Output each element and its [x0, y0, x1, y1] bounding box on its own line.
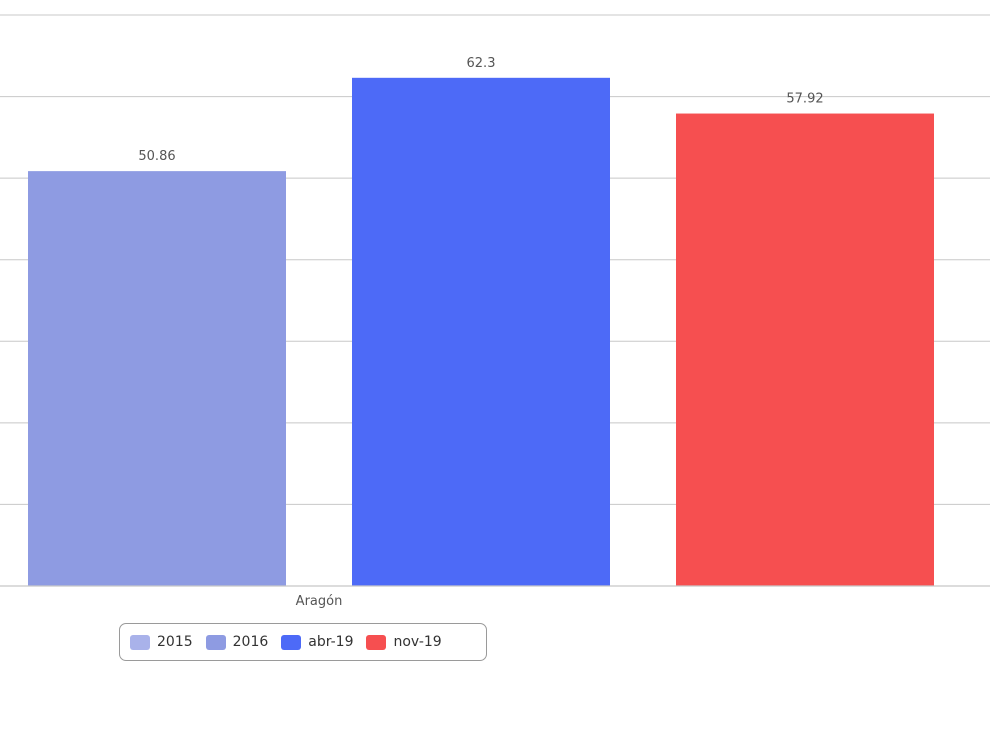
data-label-abr-19: 62.3 [467, 56, 496, 71]
legend-item-nov-19[interactable]: nov-19 [366, 634, 442, 650]
bar-abr-19[interactable] [352, 77, 610, 586]
legend-swatch-2015 [130, 634, 150, 650]
bar-2016[interactable] [28, 171, 286, 586]
bar-nov-19[interactable] [676, 113, 934, 587]
bars [28, 77, 934, 587]
legend: 2015 2016 abr-19 nov-19 [119, 623, 487, 661]
legend-swatch-abr-19 [281, 634, 302, 650]
data-label-2016: 50.86 [138, 149, 175, 164]
legend-swatch-nov-19 [366, 634, 387, 650]
legend-item-2015[interactable]: 2015 [130, 634, 193, 650]
data-labels: 50.86 62.3 57.92 [138, 56, 823, 164]
legend-swatch-2016 [205, 634, 226, 650]
legend-label-2016: 2016 [232, 634, 269, 650]
legend-label-nov-19: nov-19 [393, 634, 442, 650]
legend-label-2015: 2015 [157, 634, 193, 650]
category-label: Aragón [296, 594, 343, 609]
legend-item-2016[interactable]: 2016 [205, 634, 269, 650]
data-label-nov-19: 57.92 [786, 92, 823, 107]
legend-label-abr-19: abr-19 [308, 634, 354, 650]
legend-item-abr-19[interactable]: abr-19 [281, 634, 353, 650]
